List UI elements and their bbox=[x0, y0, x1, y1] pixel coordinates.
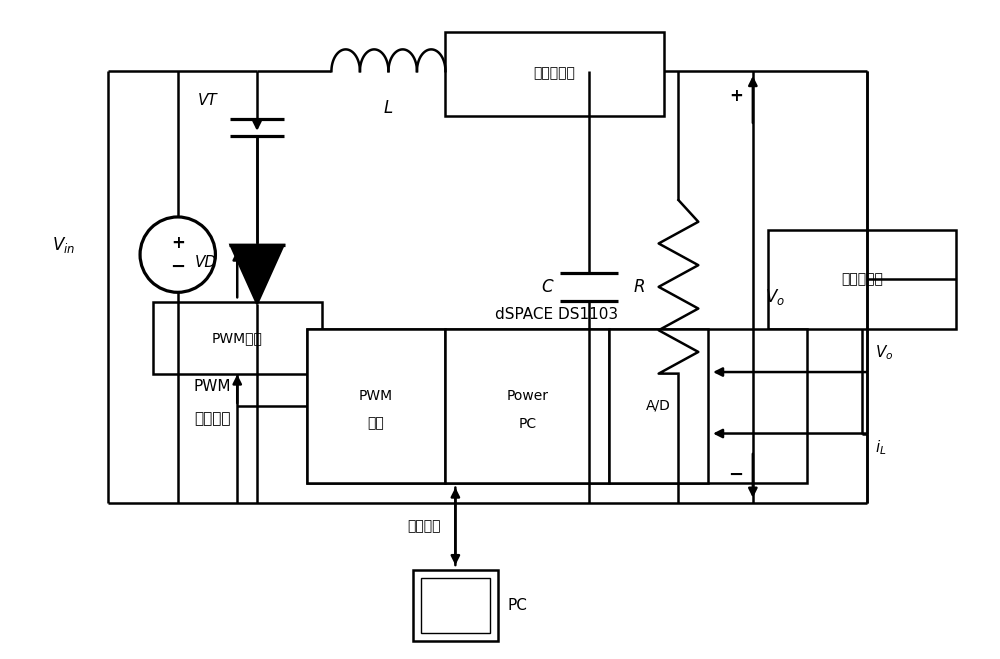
Text: $V_o$: $V_o$ bbox=[875, 343, 893, 362]
Text: PWM: PWM bbox=[194, 378, 231, 393]
Text: A/D: A/D bbox=[646, 399, 671, 413]
Bar bbox=[421, 578, 490, 633]
Text: −: − bbox=[728, 466, 744, 484]
Text: $V_o$: $V_o$ bbox=[765, 287, 785, 307]
Text: $R$: $R$ bbox=[633, 278, 645, 296]
Text: Power: Power bbox=[506, 389, 548, 403]
Polygon shape bbox=[230, 244, 284, 304]
Text: $V_{in}$: $V_{in}$ bbox=[52, 235, 75, 255]
Text: PWM: PWM bbox=[359, 389, 393, 403]
Bar bbox=[445, 32, 664, 116]
Text: 数据传输: 数据传输 bbox=[407, 519, 441, 533]
Text: PC: PC bbox=[507, 598, 527, 613]
Bar bbox=[768, 230, 956, 329]
Text: 电流传感器: 电流传感器 bbox=[534, 67, 575, 80]
Bar bbox=[307, 329, 445, 482]
Text: 模块: 模块 bbox=[368, 416, 384, 431]
Text: dSPACE DS1103: dSPACE DS1103 bbox=[495, 307, 619, 322]
Text: $L$: $L$ bbox=[383, 99, 394, 117]
Bar bbox=[445, 329, 609, 482]
Text: 电压传感器: 电压传感器 bbox=[841, 272, 883, 287]
Bar bbox=[413, 570, 498, 641]
Text: 开关信号: 开关信号 bbox=[194, 411, 231, 426]
Bar bbox=[609, 329, 708, 482]
Text: VD: VD bbox=[194, 254, 217, 270]
Text: VT: VT bbox=[198, 93, 217, 108]
Text: $C$: $C$ bbox=[541, 278, 554, 296]
Text: −: − bbox=[170, 258, 185, 275]
Text: +: + bbox=[729, 87, 743, 105]
Text: $i_L$: $i_L$ bbox=[875, 438, 886, 457]
Text: PC: PC bbox=[518, 416, 536, 431]
Bar bbox=[153, 302, 322, 374]
Text: PWM驱动: PWM驱动 bbox=[212, 331, 263, 345]
Text: +: + bbox=[171, 234, 185, 252]
Bar bbox=[307, 329, 807, 482]
